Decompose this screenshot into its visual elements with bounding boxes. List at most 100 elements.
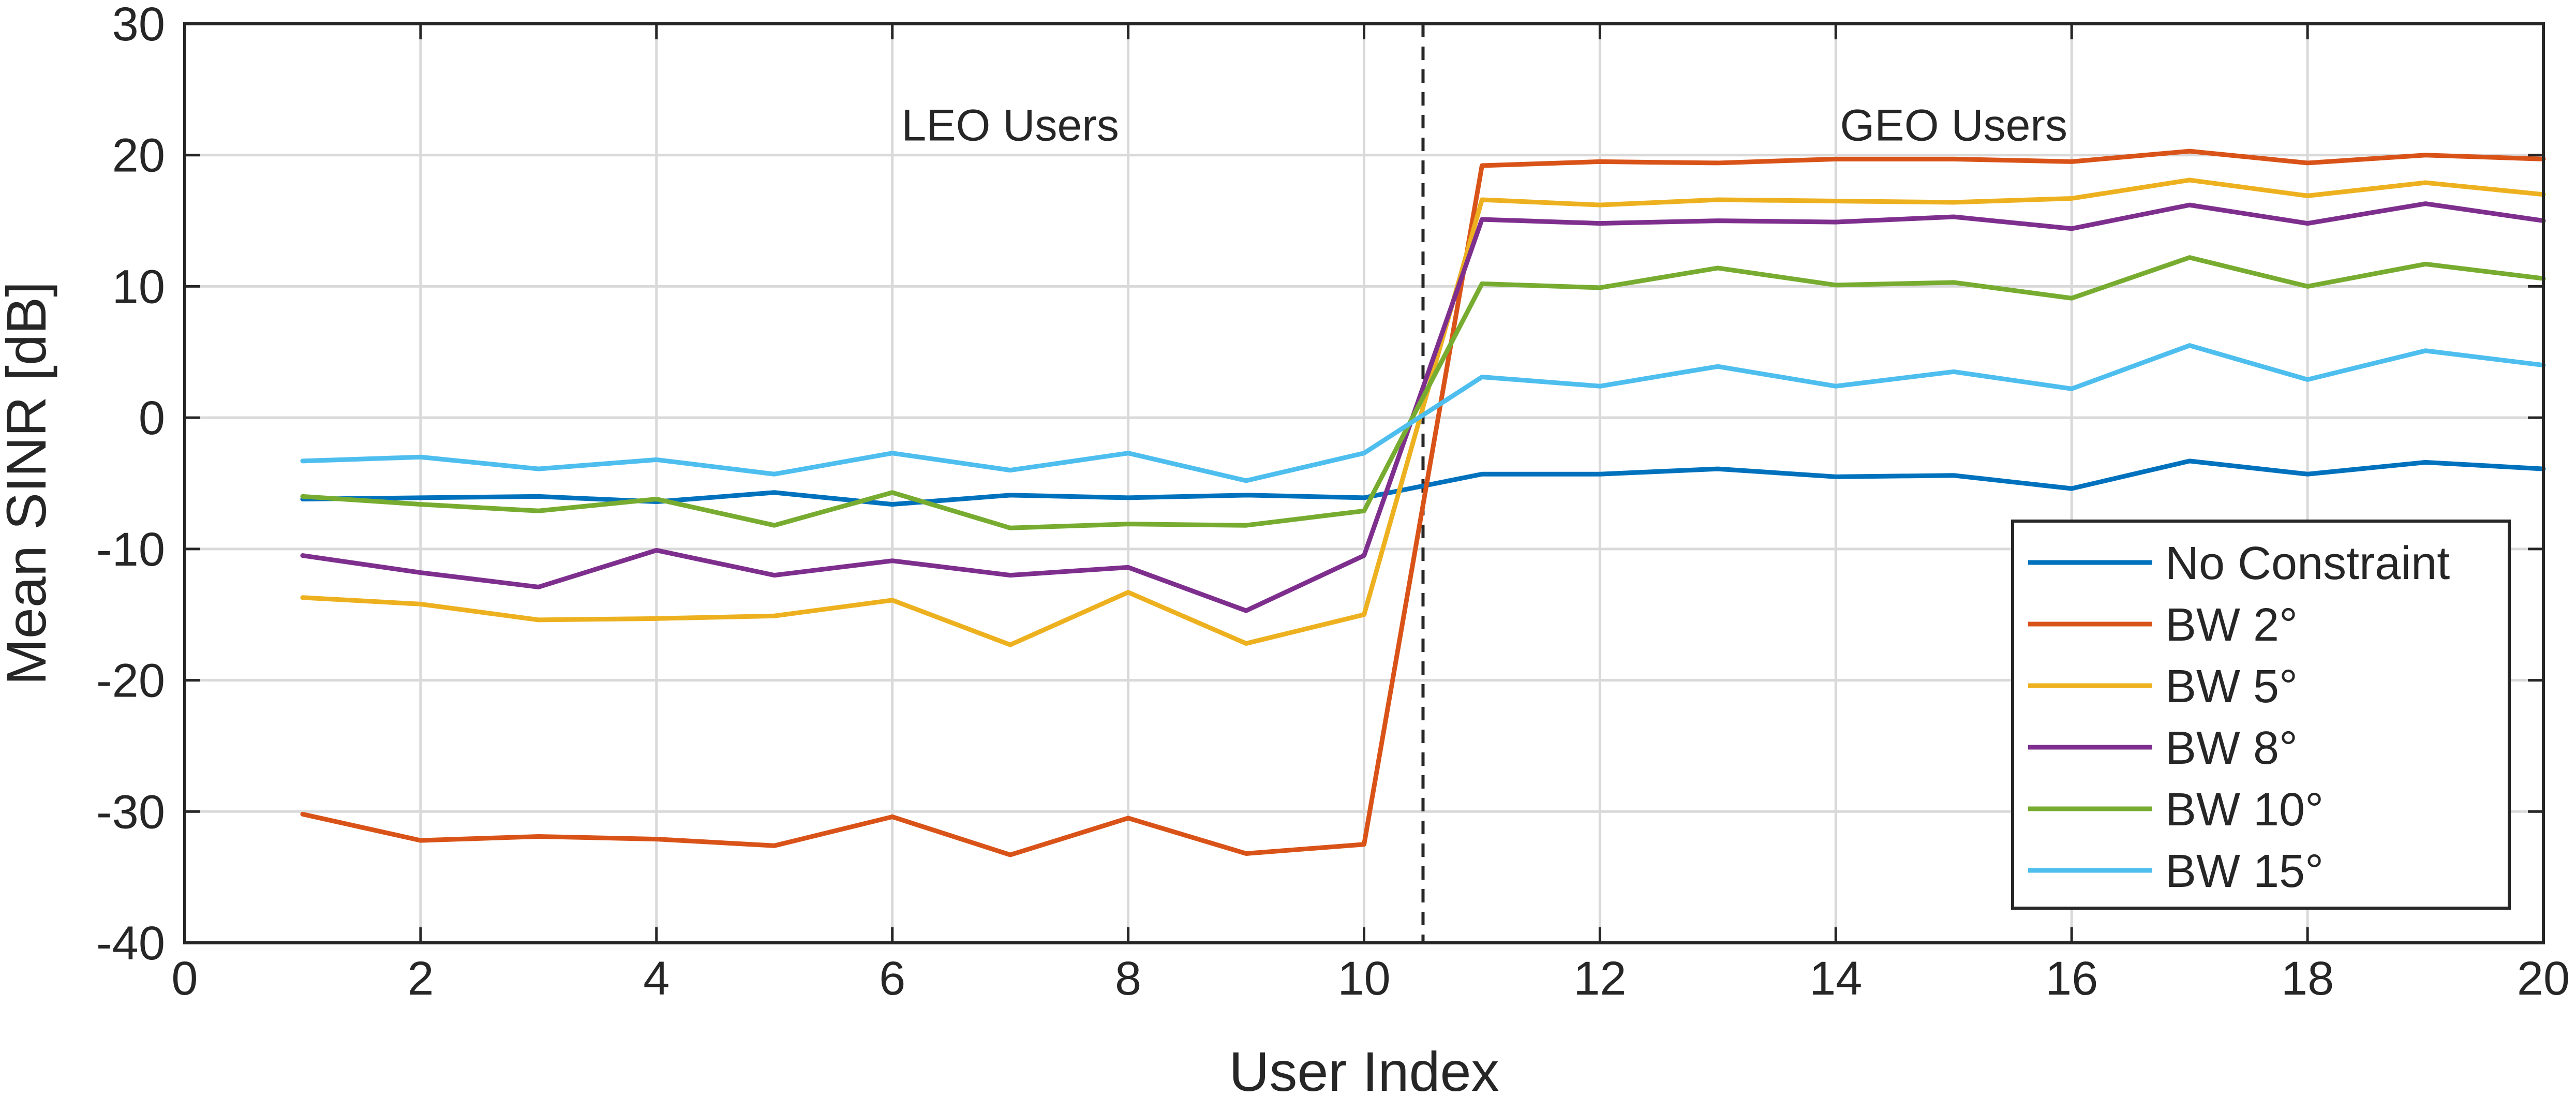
series-line-bw-5deg	[300, 177, 2546, 647]
x-tick-label: 6	[879, 952, 905, 1005]
data-point-bw-2deg	[1362, 842, 1366, 847]
data-point-bw-2deg	[1244, 851, 1248, 856]
data-point-no-constraint	[2069, 486, 2074, 491]
data-point-bw-2deg	[1008, 853, 1012, 857]
series-line-bw-10deg	[300, 255, 2546, 530]
data-point-bw-5deg	[1598, 203, 1602, 208]
data-point-bw-15deg	[300, 458, 305, 463]
x-tick-label: 2	[407, 952, 434, 1005]
data-point-no-constraint	[2305, 472, 2310, 477]
data-point-bw-8deg	[1126, 565, 1130, 570]
data-point-bw-8deg	[890, 558, 895, 563]
y-tick-label: 20	[112, 129, 165, 182]
legend-label-no-constraint: No Constraint	[2165, 538, 2450, 589]
data-point-bw-8deg	[772, 573, 777, 577]
data-point-bw-2deg	[1834, 157, 1838, 161]
x-tick-label: 16	[2045, 952, 2098, 1005]
data-point-bw-5deg	[1126, 590, 1130, 595]
series-line-no-constraint	[300, 458, 2546, 507]
data-point-bw-10deg	[1716, 265, 1720, 270]
x-tick-label: 8	[1115, 952, 1141, 1005]
x-tick-label: 14	[1809, 952, 1862, 1005]
data-point-bw-5deg	[1362, 612, 1366, 617]
annotation-geo-users: GEO Users	[1840, 100, 2067, 150]
data-point-no-constraint	[2423, 460, 2428, 465]
data-point-bw-2deg	[654, 837, 659, 841]
data-point-bw-5deg	[1244, 641, 1248, 646]
data-point-bw-5deg	[536, 617, 541, 622]
data-point-bw-8deg	[2187, 203, 2192, 208]
data-point-bw-10deg	[300, 494, 305, 499]
y-tick-label: 30	[112, 0, 165, 51]
data-point-bw-15deg	[2069, 387, 2074, 391]
data-point-bw-15deg	[1952, 369, 1956, 374]
data-point-bw-2deg	[1952, 157, 1956, 161]
data-point-no-constraint	[890, 502, 895, 507]
series-line-bw-2deg	[300, 149, 2546, 857]
data-point-no-constraint	[1008, 493, 1012, 497]
data-point-bw-10deg	[1480, 282, 1484, 286]
data-point-bw-10deg	[2069, 296, 2074, 301]
x-tick-label: 10	[1337, 952, 1390, 1005]
y-axis-ticks: -40 -30 -20 -10 0 10 20 30	[96, 0, 2543, 970]
data-point-no-constraint	[1244, 493, 1248, 497]
data-point-bw-15deg	[1008, 468, 1012, 472]
data-point-bw-2deg	[890, 814, 895, 819]
data-point-bw-10deg	[2187, 255, 2192, 260]
data-point-bw-8deg	[300, 553, 305, 558]
x-tick-label: 20	[2517, 952, 2570, 1005]
data-point-bw-8deg	[2305, 221, 2310, 226]
y-tick-label: -20	[96, 655, 165, 707]
legend-label-bw-8deg: BW 8°	[2165, 722, 2298, 774]
y-tick-label: -40	[96, 917, 165, 970]
data-point-no-constraint	[1716, 467, 1720, 471]
data-point-bw-8deg	[2069, 226, 2074, 231]
data-point-no-constraint	[1598, 472, 1602, 477]
data-point-bw-10deg	[536, 509, 541, 513]
data-point-bw-15deg	[772, 472, 777, 477]
data-point-bw-8deg	[1716, 218, 1720, 223]
series-line-bw-15deg	[300, 343, 2546, 483]
data-point-no-constraint	[1952, 473, 1956, 478]
data-point-bw-8deg	[1362, 553, 1366, 558]
x-tick-label: 0	[171, 952, 198, 1005]
data-point-no-constraint	[1834, 475, 1838, 479]
x-axis-ticks: 0 2 4 6 8 10 12 14 16 18 20	[171, 24, 2570, 1005]
data-point-no-constraint	[418, 495, 423, 500]
data-point-no-constraint	[536, 494, 541, 499]
data-point-bw-15deg	[2423, 348, 2428, 353]
data-point-bw-5deg	[2069, 196, 2074, 201]
x-tick-label: 12	[1573, 952, 1626, 1005]
data-point-bw-10deg	[2423, 262, 2428, 266]
data-point-bw-8deg	[1598, 221, 1602, 226]
data-point-bw-10deg	[418, 502, 423, 507]
data-point-no-constraint	[1480, 472, 1484, 477]
data-point-bw-8deg	[1244, 609, 1248, 613]
data-point-bw-15deg	[1362, 451, 1366, 455]
data-point-bw-10deg	[1362, 509, 1366, 513]
data-point-bw-5deg	[654, 616, 659, 621]
data-point-bw-5deg	[300, 595, 305, 600]
series-group	[300, 149, 2546, 857]
data-point-bw-10deg	[1126, 522, 1130, 526]
data-point-bw-15deg	[1598, 384, 1602, 389]
data-point-bw-2deg	[2305, 160, 2310, 165]
y-axis-label: Mean SINR [dB]	[0, 282, 57, 685]
data-point-bw-2deg	[1480, 164, 1484, 168]
data-point-bw-5deg	[1480, 197, 1484, 202]
data-point-bw-10deg	[1598, 285, 1602, 290]
y-tick-label: -30	[96, 786, 165, 838]
data-point-bw-5deg	[1834, 199, 1838, 203]
data-point-bw-10deg	[654, 497, 659, 501]
data-point-no-constraint	[772, 490, 777, 495]
data-point-bw-8deg	[418, 570, 423, 575]
data-point-bw-15deg	[654, 457, 659, 462]
data-point-bw-5deg	[1008, 643, 1012, 647]
data-point-bw-10deg	[890, 490, 895, 495]
data-point-bw-8deg	[1834, 220, 1838, 225]
series-line-bw-8deg	[300, 201, 2546, 613]
x-tick-label: 4	[643, 952, 669, 1005]
data-point-bw-10deg	[1834, 283, 1838, 287]
x-axis-label: User Index	[1229, 1040, 1499, 1096]
